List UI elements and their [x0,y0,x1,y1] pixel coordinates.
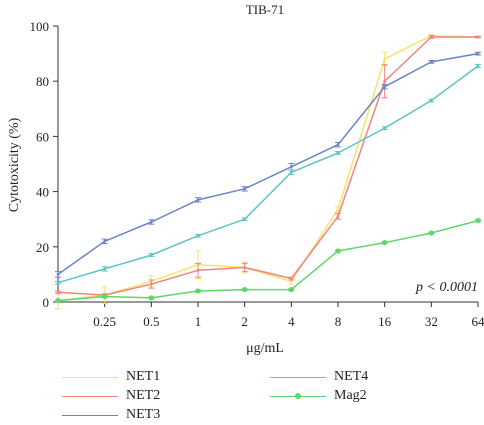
x-tick-label: 0.5 [143,314,159,329]
data-point-net3 [289,165,293,169]
legend-item-net2: NET2 [62,387,160,405]
data-point-mag2 [288,286,294,293]
chart-axes: 0 20 40 60 80 100 0.25 0.5 1 2 4 8 16 32 64 [30,19,484,329]
data-point-mag2 [102,293,108,300]
data-point-net4 [103,267,107,271]
data-point-net3 [56,273,60,276]
data-point-net2 [383,79,387,83]
series-net4 [55,63,481,285]
series-line-mag2 [57,219,479,302]
legend-swatch [270,389,326,403]
x-tick-label: 16 [378,314,392,329]
y-tick-label: 20 [36,240,49,255]
data-point-net3 [429,60,433,64]
y-tick-label: 40 [36,185,49,200]
y-tick-label: 0 [43,295,50,310]
x-axis-label: μg/mL [246,341,284,356]
data-point-net3 [103,239,107,243]
data-point-net3 [243,187,247,191]
x-tick-label: 4 [288,314,295,329]
data-point-net4 [476,64,480,68]
x-tick-label: 1 [195,314,202,329]
data-point-net4 [196,234,200,238]
data-point-net2 [429,35,433,39]
data-point-mag2 [382,240,388,246]
p-value-annotation: p < 0.0001 [415,280,478,295]
legend-label: NET3 [126,407,161,422]
data-point-mag2 [335,248,341,254]
legend-marker [295,393,301,399]
data-point-net1 [289,279,293,283]
series-layer [55,33,481,310]
legend-swatch [270,370,326,384]
legend-swatch [62,408,118,422]
data-point-net2 [289,277,293,280]
legend-item-net1: NET1 [62,368,160,386]
legend-swatch [62,389,118,403]
series-mag2 [55,217,481,304]
y-axis-label: Cytotoxicity (%) [7,117,22,212]
cytotoxicity-chart: TIB-71 0 20 40 60 80 100 0.25 0.5 1 2 4 8 16 32 64 μg/… [7,2,484,356]
y-tick-label: 60 [36,129,49,144]
series-line-net3 [57,52,479,276]
data-point-net2 [196,268,200,272]
legend-label: NET1 [126,369,161,384]
data-point-mag2 [475,217,481,224]
data-point-net1 [383,57,387,61]
data-point-net3 [196,198,200,202]
series-line-net1 [57,34,479,302]
y-tick-label: 80 [36,74,49,89]
legend-item-net4: NET4 [270,368,368,386]
data-point-net3 [383,85,387,89]
data-point-net4 [243,217,247,221]
series-line-net4 [57,65,479,284]
data-point-mag2 [428,230,434,236]
data-point-net2 [336,215,340,218]
legend-label: NET4 [334,369,369,384]
legend: NET1 NET2 NET3 NET4 Mag2 [62,368,482,425]
data-point-net2 [56,290,60,294]
series-line-net2 [57,36,478,296]
data-point-net2 [243,266,247,269]
legend-label: NET2 [126,388,161,403]
data-point-net4 [56,281,60,285]
legend-item-mag2: Mag2 [270,387,367,405]
data-point-net2 [149,282,153,286]
series-net2 [55,35,481,297]
data-point-net2 [476,35,480,39]
legend-swatch [62,370,118,384]
data-point-net3 [476,52,480,55]
data-point-net4 [336,151,340,155]
chart-title: TIB-71 [246,2,284,17]
series-net3 [55,51,481,278]
data-point-mag2 [195,288,201,294]
series-net1 [55,33,481,310]
data-point-net4 [289,170,293,174]
x-tick-label: 0.25 [93,314,116,329]
x-tick-label: 64 [472,314,484,329]
x-tick-label: 32 [425,314,438,329]
x-tick-label: 2 [241,314,248,329]
data-point-net4 [149,253,153,257]
data-point-net4 [429,99,433,102]
legend-label: Mag2 [334,388,367,403]
legend-item-net3: NET3 [62,406,160,424]
x-tick-label: 8 [335,314,342,329]
data-point-net4 [383,126,387,130]
data-point-net3 [336,143,340,147]
data-point-mag2 [148,295,154,301]
y-tick-label: 100 [30,19,50,34]
data-point-mag2 [242,286,248,293]
data-point-net1 [336,208,340,211]
data-point-net3 [149,220,153,224]
data-point-mag2 [55,298,61,304]
